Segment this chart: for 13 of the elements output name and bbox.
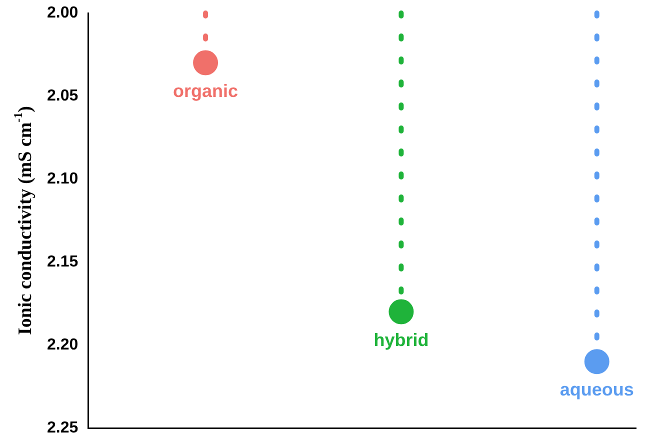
y-tick-label: 2.00 xyxy=(47,4,78,22)
point xyxy=(388,299,414,324)
x-tick-label: aqueous xyxy=(560,380,634,400)
y-tick-label: 2.25 xyxy=(47,419,78,436)
y-tick-label: 2.10 xyxy=(47,170,78,188)
x-tick-label: hybrid xyxy=(374,330,429,350)
y-tick-label: 2.05 xyxy=(47,87,78,104)
y-tick-label: 2.15 xyxy=(47,253,78,270)
y-axis-title: Ionic conductivity (mS cm-1) xyxy=(11,106,36,336)
x-tick-label: organic xyxy=(173,80,238,101)
point xyxy=(193,50,218,76)
point xyxy=(584,349,610,374)
y-tick-label: 2.20 xyxy=(47,336,78,354)
